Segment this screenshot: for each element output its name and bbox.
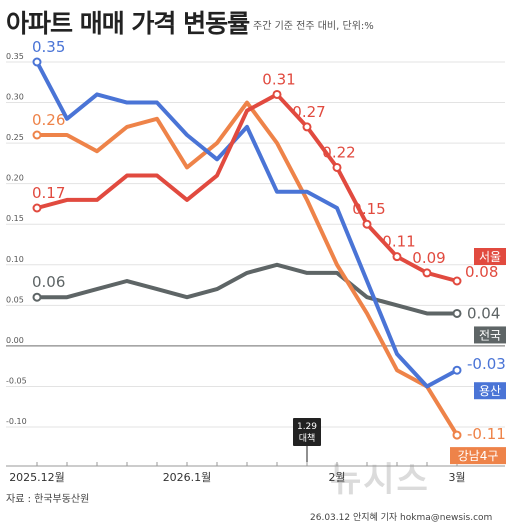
series-2-name-label: 용산: [479, 384, 501, 398]
series-3-end-point: [452, 276, 462, 286]
watermark-logo: 뉴시스: [330, 460, 430, 500]
series-0-start-point: [32, 292, 42, 302]
y-tick-label: 0.35: [6, 52, 24, 61]
y-tick-label: -0.10: [6, 417, 27, 426]
series-3-point: [302, 122, 312, 132]
series-2-end-label: -0.03: [467, 355, 506, 373]
series-3-point: [272, 89, 282, 99]
series-3-start-point: [32, 203, 42, 213]
series-2-line: [35, 60, 459, 389]
series-3-point-label: 0.11: [382, 233, 415, 251]
y-tick-label: 0.20: [6, 174, 24, 183]
series-1-line: [35, 100, 459, 438]
series-1-name-label: 강남4구: [458, 449, 499, 463]
series-0-line: [35, 262, 459, 316]
annotation-text: 대책: [299, 432, 316, 444]
y-tick-label: 0.00: [6, 336, 24, 345]
series-3-point-label: 0.22: [322, 143, 355, 161]
series-3-point-label: 0.31: [262, 70, 295, 88]
series-2-start-point: [32, 57, 42, 67]
series-0-name-tag: [474, 326, 506, 344]
series-3-point: [362, 219, 372, 229]
series-1-start-point: [32, 130, 42, 140]
series-0-end-point: [452, 308, 462, 318]
series-3-point-label: 0.09: [412, 249, 445, 267]
y-tick-label: 0.15: [6, 214, 24, 223]
series-2-end-point: [452, 365, 462, 375]
series-1-end-label: -0.11: [467, 425, 506, 443]
annotation-box: [293, 418, 321, 446]
chart-title: 아파트 매매 가격 변동률: [6, 9, 250, 38]
series-2-start-label: 0.35: [32, 38, 65, 56]
credit-line: 26.03.12 안지혜 기자 hokma@newsis.com: [310, 513, 493, 523]
series-3-line: [35, 92, 459, 283]
series-3-end-label: 0.08: [465, 263, 498, 281]
series-3-point: [422, 268, 432, 278]
series-1-start-label: 0.26: [32, 111, 65, 129]
series-2-name-tag: [474, 382, 506, 400]
x-tick-label: 2025.12월: [9, 471, 65, 484]
series-3-point-label: 0.15: [352, 200, 385, 218]
x-tick-label: 3월: [448, 471, 465, 484]
series-0-start-label: 0.06: [32, 273, 65, 291]
series-1-end-point: [452, 430, 462, 440]
series-1-name-tag: [450, 447, 506, 465]
chart-subtitle: 주간 기준 전주 대비, 단위:%: [253, 21, 374, 32]
y-tick-label: 0.30: [6, 93, 24, 102]
series-0-end-label: 0.04: [467, 304, 500, 322]
series-3-point-label: 0.27: [292, 103, 325, 121]
series-3-name-tag: [474, 248, 506, 265]
x-tick-label: 2026.1월: [163, 471, 212, 484]
y-tick-label: -0.05: [6, 376, 27, 385]
source-note: 자료 : 한국부동산원: [6, 494, 90, 505]
y-tick-label: 0.25: [6, 133, 24, 142]
y-tick-label: 0.10: [6, 255, 24, 264]
series-3-point: [332, 162, 342, 172]
x-tick-label: 2월: [328, 471, 345, 484]
annotation-date: 1.29: [297, 422, 317, 432]
series-3-name-label: 서울: [479, 250, 501, 264]
series-3-point: [392, 252, 402, 262]
y-tick-label: 0.05: [6, 295, 24, 304]
series-3-start-label: 0.17: [32, 184, 65, 202]
series-0-name-label: 전국: [479, 328, 501, 342]
